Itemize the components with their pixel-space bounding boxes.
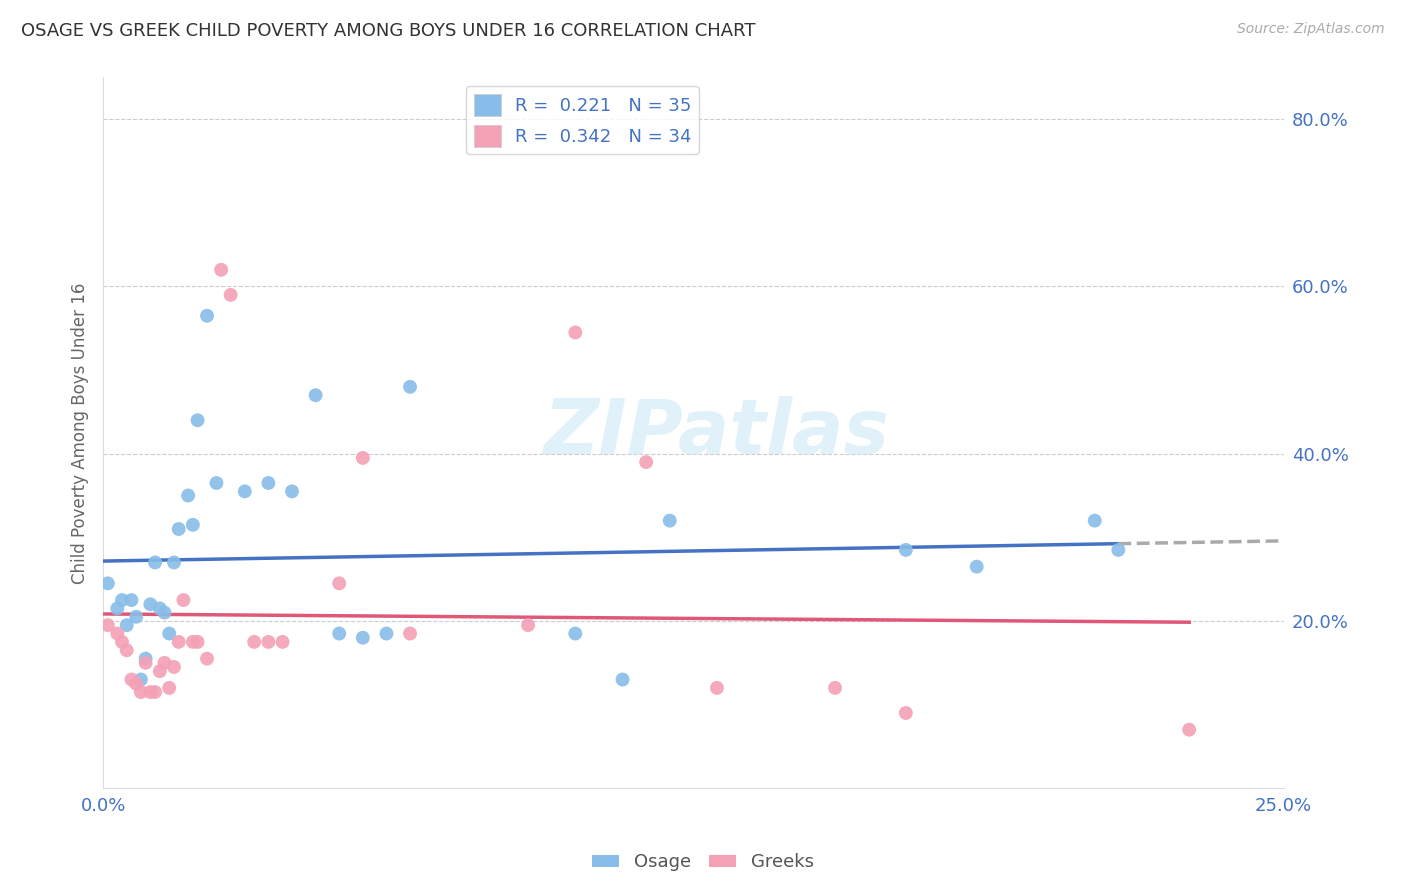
Point (135, 656, 157, 670)
Point (824, 681, 846, 695)
Point (1084, 514, 1107, 528)
Point (163, 556, 186, 570)
Point (375, 626, 398, 640)
Point (195, 651, 218, 665)
Point (135, 651, 157, 665)
Point (149, 664, 172, 678)
Point (143, 556, 166, 570)
Point (1178, 723, 1201, 737)
Point (163, 660, 186, 674)
Point (153, 606, 176, 620)
Point (115, 643, 138, 657)
Text: OSAGE VS GREEK CHILD POVERTY AMONG BOYS UNDER 16 CORRELATION CHART: OSAGE VS GREEK CHILD POVERTY AMONG BOYS … (21, 22, 755, 40)
Text: ZIPatlas: ZIPatlas (544, 396, 890, 470)
Point (352, 631, 374, 645)
Point (105, 626, 128, 640)
Point (157, 681, 180, 695)
Point (517, 618, 540, 632)
Text: Source: ZipAtlas.com: Source: ZipAtlas.com (1237, 22, 1385, 37)
Point (894, 542, 917, 557)
Point (105, 601, 128, 615)
Point (187, 635, 209, 649)
Point (143, 685, 166, 699)
Point (894, 706, 917, 720)
Point (167, 635, 190, 649)
Point (187, 413, 209, 427)
Point (181, 517, 204, 532)
Point (129, 673, 152, 687)
Point (328, 576, 350, 591)
Point (209, 262, 232, 277)
Point (172, 593, 194, 607)
Point (399, 380, 422, 394)
Point (243, 635, 266, 649)
Point (1107, 542, 1129, 557)
Point (966, 559, 988, 574)
Point (304, 388, 326, 402)
Point (139, 685, 162, 699)
Point (233, 484, 256, 499)
Point (328, 626, 350, 640)
Point (281, 484, 304, 499)
Point (177, 489, 200, 503)
Point (181, 635, 204, 649)
Point (195, 309, 218, 323)
Point (129, 685, 152, 699)
Point (139, 597, 162, 611)
Point (219, 288, 242, 302)
Point (399, 626, 422, 640)
Point (706, 681, 728, 695)
Point (257, 635, 280, 649)
Point (564, 326, 586, 340)
Point (115, 618, 138, 632)
Point (352, 450, 374, 465)
Point (111, 635, 134, 649)
Point (97, 576, 120, 591)
Point (612, 673, 634, 687)
Point (120, 673, 142, 687)
Point (125, 676, 148, 690)
Point (636, 455, 658, 469)
Point (205, 475, 228, 490)
Point (120, 593, 142, 607)
Point (271, 635, 294, 649)
Y-axis label: Child Poverty Among Boys Under 16: Child Poverty Among Boys Under 16 (72, 282, 89, 583)
Point (658, 514, 681, 528)
Point (153, 656, 176, 670)
Point (97, 618, 120, 632)
Legend: R =  0.221   N = 35, R =  0.342   N = 34: R = 0.221 N = 35, R = 0.342 N = 34 (467, 87, 699, 154)
Legend: Osage, Greeks: Osage, Greeks (585, 847, 821, 879)
Point (149, 601, 172, 615)
Point (564, 626, 586, 640)
Point (157, 626, 180, 640)
Point (257, 475, 280, 490)
Point (167, 522, 190, 536)
Point (111, 593, 134, 607)
Point (125, 609, 148, 624)
